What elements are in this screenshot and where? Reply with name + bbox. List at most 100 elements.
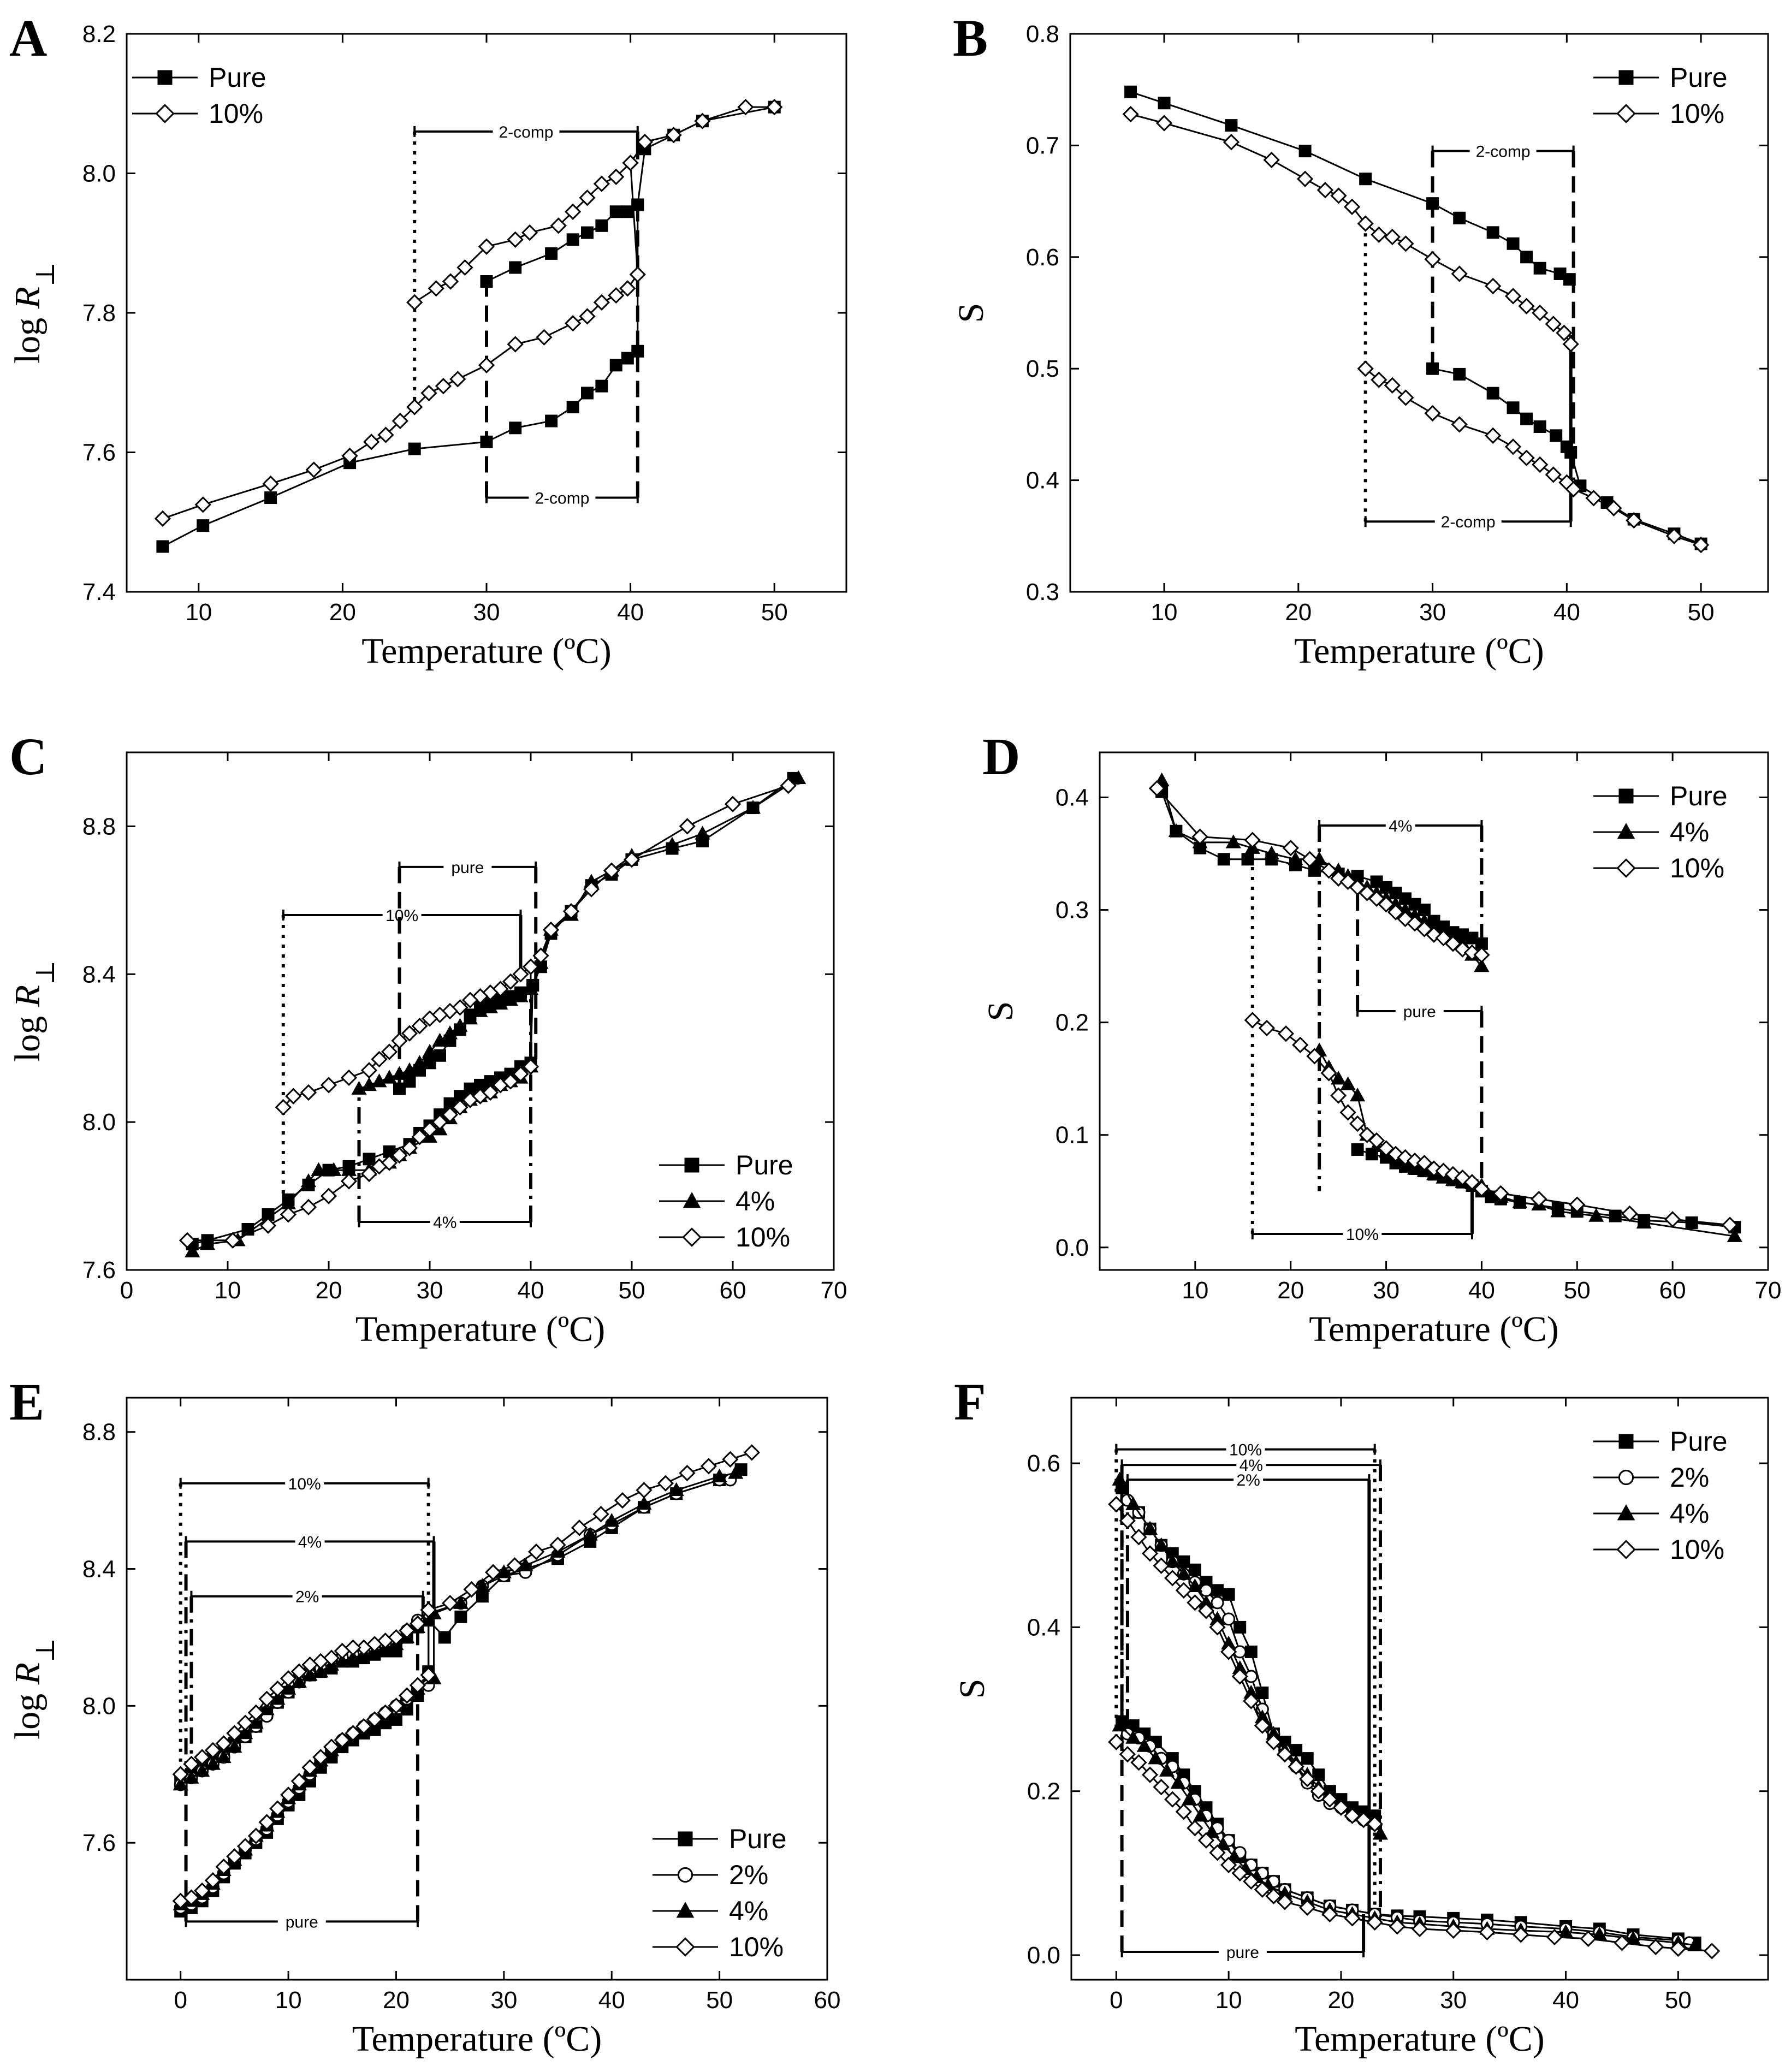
data-point bbox=[1685, 1216, 1698, 1229]
data-point bbox=[565, 203, 582, 220]
legend: Pure 2% 4% 10% bbox=[653, 1824, 787, 1962]
data-point bbox=[571, 1519, 588, 1536]
legend: Pure 10% bbox=[1593, 62, 1728, 129]
data-point bbox=[345, 1649, 361, 1664]
legend-label: Pure bbox=[1670, 781, 1728, 811]
y-tick-label: 8.4 bbox=[82, 961, 116, 988]
data-point bbox=[291, 1673, 307, 1688]
y-tick-label: 0.5 bbox=[1026, 355, 1059, 382]
legend-label: 2% bbox=[1670, 1462, 1709, 1493]
data-point bbox=[550, 217, 567, 234]
data-point bbox=[1265, 1887, 1282, 1904]
data-point bbox=[1112, 1471, 1128, 1486]
bracket-label: 2-comp bbox=[1441, 513, 1496, 531]
x-axis-title: Temperature (ºC) bbox=[1294, 631, 1544, 671]
data-point bbox=[1282, 840, 1299, 857]
data-point bbox=[406, 399, 423, 415]
data-point bbox=[204, 1742, 222, 1759]
data-point bbox=[1153, 1557, 1170, 1574]
data-point bbox=[1727, 1228, 1742, 1242]
data-point bbox=[1125, 1496, 1141, 1510]
data-point bbox=[1215, 1836, 1231, 1850]
x-tick-label: 50 bbox=[761, 599, 788, 626]
data-point bbox=[462, 1010, 478, 1025]
data-point bbox=[493, 995, 508, 1010]
data-point bbox=[1310, 1783, 1327, 1800]
data-point bbox=[393, 1082, 406, 1095]
data-point bbox=[320, 1188, 337, 1204]
bracket-label: 2-comp bbox=[1476, 143, 1531, 161]
data-point bbox=[1175, 1582, 1192, 1599]
data-point bbox=[595, 219, 608, 232]
data-point bbox=[1357, 360, 1374, 377]
y-tick-label: 0.6 bbox=[1027, 1450, 1060, 1477]
data-point bbox=[1159, 1762, 1175, 1777]
legend-marker bbox=[1618, 1469, 1634, 1486]
data-point bbox=[1513, 1926, 1529, 1943]
x-tick-label: 30 bbox=[417, 1277, 443, 1304]
data-point bbox=[1550, 429, 1563, 442]
data-point bbox=[301, 1759, 318, 1776]
data-point bbox=[472, 1003, 488, 1017]
data-point bbox=[780, 777, 797, 794]
data-point bbox=[355, 1639, 372, 1656]
data-point bbox=[480, 275, 493, 288]
data-point bbox=[1191, 828, 1208, 845]
legend-label: Pure bbox=[729, 1824, 787, 1854]
data-point bbox=[1243, 1873, 1260, 1890]
data-point bbox=[512, 1065, 529, 1083]
data-point bbox=[1153, 1537, 1169, 1551]
data-point bbox=[205, 1756, 221, 1770]
data-point bbox=[1211, 1584, 1224, 1597]
data-point bbox=[452, 1018, 468, 1032]
data-point bbox=[259, 1217, 277, 1234]
legend-label: 10% bbox=[209, 98, 263, 129]
y-tick-label: 0.0 bbox=[1027, 1942, 1060, 1969]
data-point bbox=[1125, 1730, 1141, 1744]
data-point bbox=[737, 99, 754, 116]
x-tick-label: 20 bbox=[1285, 599, 1312, 626]
data-point bbox=[1339, 1104, 1356, 1121]
data-point bbox=[441, 1106, 459, 1123]
data-point bbox=[409, 1615, 426, 1632]
data-point bbox=[269, 1800, 286, 1817]
y-axis-title: S bbox=[951, 303, 991, 323]
data-point bbox=[614, 1492, 631, 1509]
data-point bbox=[496, 1564, 512, 1578]
x-tick-label: 0 bbox=[174, 1987, 187, 2014]
data-point bbox=[566, 233, 579, 246]
data-point bbox=[522, 1058, 539, 1075]
data-point bbox=[311, 1162, 327, 1176]
x-tick-label: 10 bbox=[1182, 1277, 1208, 1304]
data-point bbox=[300, 1198, 317, 1216]
data-point bbox=[694, 112, 711, 129]
x-tick-label: 40 bbox=[518, 1277, 544, 1304]
bracket-label: pure bbox=[451, 859, 484, 877]
panel-letter: E bbox=[9, 1373, 44, 1431]
bracket-label: pure bbox=[1226, 1944, 1259, 1962]
data-point bbox=[1533, 420, 1546, 433]
data-point bbox=[258, 1690, 275, 1707]
data-point bbox=[549, 1536, 566, 1553]
data-point bbox=[381, 1154, 398, 1171]
data-point bbox=[463, 1581, 480, 1598]
data-point bbox=[1141, 1766, 1159, 1783]
data-point bbox=[593, 175, 610, 192]
data-point bbox=[449, 371, 466, 388]
data-point bbox=[1366, 1815, 1383, 1832]
data-point bbox=[545, 414, 558, 428]
data-point bbox=[1301, 851, 1318, 868]
data-point bbox=[1223, 134, 1240, 151]
data-point bbox=[1614, 1934, 1630, 1951]
data-point bbox=[665, 127, 682, 144]
data-point bbox=[391, 1032, 408, 1049]
x-tick-label: 20 bbox=[316, 1277, 342, 1304]
data-point bbox=[1665, 527, 1683, 544]
data-point bbox=[1344, 1910, 1361, 1927]
x-tick-label: 60 bbox=[1659, 1277, 1686, 1304]
x-tick-label: 40 bbox=[617, 599, 644, 626]
y-tick-label: 0.2 bbox=[1027, 1778, 1060, 1805]
data-point bbox=[636, 133, 654, 151]
annotation-bracket: 4% bbox=[1318, 817, 1484, 1191]
data-point bbox=[237, 1714, 254, 1731]
